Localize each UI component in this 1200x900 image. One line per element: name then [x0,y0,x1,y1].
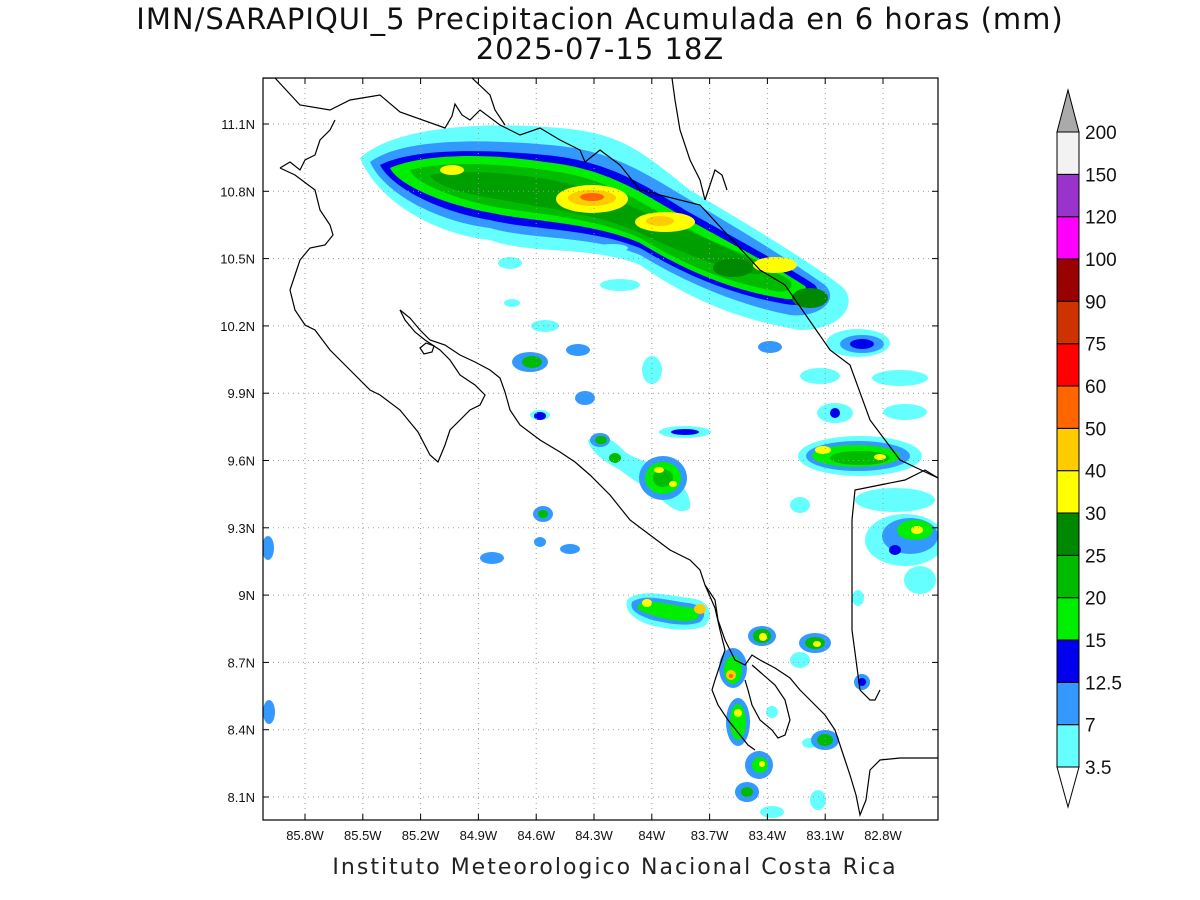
precip-east [798,329,938,594]
colorbar-label: 90 [1085,292,1106,313]
colorbar-segment [1056,470,1080,514]
lat-tick-label: 8.7N [228,655,255,670]
lon-tick-label: 83.4W [749,828,787,843]
coastlines [263,78,938,818]
lat-tick-label: 9N [238,588,255,603]
colorbar-segment [1056,639,1080,683]
colorbar-label: 60 [1085,377,1106,398]
lon-tick-label: 82.8W [864,828,902,843]
colorbar-segment [1056,258,1080,302]
colorbar-label: 7 [1085,716,1096,737]
precip-scattered-light [263,244,870,810]
colorbar-label: 15 [1085,631,1106,652]
lat-lon-grid [263,78,938,820]
colorbar-label: 50 [1085,419,1106,440]
colorbar-label: 100 [1085,250,1117,271]
lon-tick-label: 83.1W [806,828,844,843]
longitude-labels: 85.8W 85.5W 85.2W 84.9W 84.6W 84.3W 84W 83.7W 83… [286,828,902,843]
lat-tick-label: 9.9N [228,386,255,401]
footer-credit: Instituto Meteorologico Nacional Costa R… [332,855,898,880]
colorbar-segment [1056,385,1080,429]
precip-field [263,125,938,818]
colorbar-segment [1056,512,1080,556]
lat-tick-label: 9.3N [228,521,255,536]
precip-band-north [360,125,849,330]
colorbar-label: 20 [1085,589,1106,610]
lat-tick-label: 11.1N [221,117,255,132]
precip-south [719,626,839,818]
colorbar-label: 120 [1085,208,1117,229]
colorbar-label: 200 [1085,123,1117,144]
colorbar-label: 25 [1085,546,1106,567]
lon-tick-label: 84W [638,828,665,843]
colorbar-segment [1056,173,1080,218]
colorbar-label: 3.5 [1085,758,1111,779]
colorbar-segment [1056,681,1080,726]
precip-central [512,352,710,630]
colorbar-label: 30 [1085,504,1106,525]
colorbar-label: 12.5 [1085,673,1122,694]
colorbar-label: 40 [1085,462,1106,483]
colorbar: 3.5 7 12.5 15 20 25 30 40 50 60 75 90 100 120 150 200 [1056,88,1122,809]
lat-tick-label: 8.1N [228,790,255,805]
colorbar-segment [1056,343,1080,387]
lat-tick-label: 10.2N [220,319,255,334]
lat-tick-label: 8.4N [228,723,255,738]
colorbar-upper-arrow [1056,88,1080,133]
colorbar-segment [1056,131,1080,175]
lat-tick-label: 9.6N [228,454,255,469]
colorbar-lower-arrow [1056,766,1080,809]
lon-tick-label: 83.7W [691,828,729,843]
lat-tick-label: 10.8N [220,184,255,199]
latitude-labels: 11.1N 10.8N 10.5N 10.2N 9.9N 9.6N 9.3N 9N 8.7N 8.… [220,117,255,805]
colorbar-segment [1056,597,1080,641]
colorbar-segment [1056,216,1080,260]
colorbar-segment [1056,300,1080,345]
colorbar-segment [1056,554,1080,599]
lon-tick-label: 84.6W [517,828,555,843]
lon-tick-label: 84.9W [460,828,498,843]
map-title: IMN/SARAPIQUI_5 Precipitacion Acumulada … [136,2,1064,36]
colorbar-label: 150 [1085,165,1117,186]
colorbar-segment [1056,724,1080,768]
map-frame [262,77,939,821]
colorbar-label: 75 [1085,335,1106,356]
lon-tick-label: 85.5W [344,828,382,843]
colorbar-segment [1056,427,1080,472]
lon-tick-label: 85.8W [286,828,324,843]
lon-tick-label: 85.2W [402,828,440,843]
valid-time: 2025-07-15 18Z [475,32,725,66]
lat-tick-label: 10.5N [220,252,255,267]
axis-ticks [263,78,938,820]
lon-tick-label: 84.3W [575,828,613,843]
